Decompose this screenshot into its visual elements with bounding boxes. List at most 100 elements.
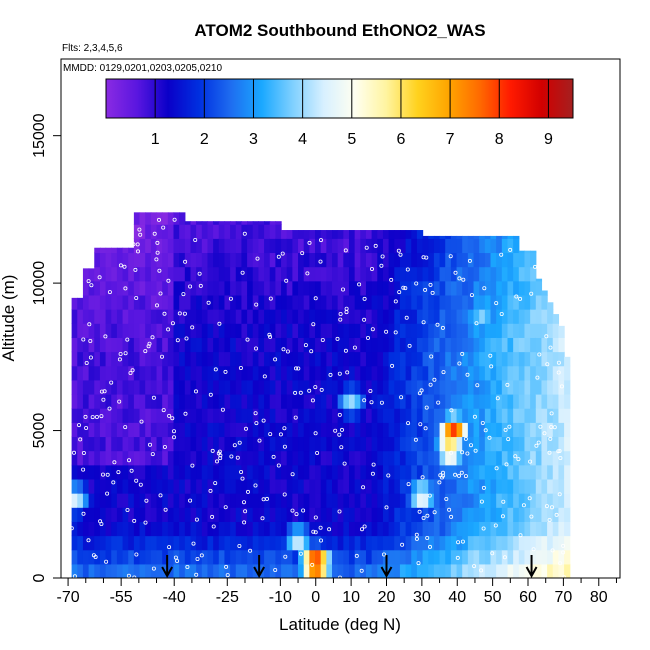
heatmap-cell	[428, 464, 435, 480]
heatmap-cell	[558, 521, 565, 537]
heatmap-cell	[207, 238, 214, 254]
heatmap-cell	[473, 408, 480, 423]
heatmap-cell	[218, 365, 226, 381]
sample-marker	[313, 385, 318, 390]
heatmap-cell	[422, 478, 429, 494]
heatmap-cell	[552, 408, 560, 423]
heatmap-cell	[439, 493, 446, 508]
heatmap-cell	[275, 294, 282, 310]
sample-marker	[177, 311, 182, 316]
heatmap-cell	[264, 535, 271, 551]
heatmap-cell	[88, 493, 95, 508]
sample-marker	[444, 496, 449, 501]
sample-marker	[558, 561, 563, 566]
heatmap-cell	[190, 221, 197, 225]
heatmap-cell	[315, 309, 322, 324]
heatmap-cell	[433, 280, 441, 296]
heatmap-cell	[422, 408, 429, 423]
heatmap-cell	[439, 521, 446, 537]
y-tick-label: 5000	[31, 413, 48, 449]
heatmap-cell	[88, 563, 95, 578]
heatmap-cell	[264, 436, 271, 452]
heatmap-cell	[275, 252, 282, 268]
heatmap-cell	[105, 422, 112, 438]
heatmap-cell	[439, 280, 446, 296]
sample-marker	[188, 284, 193, 289]
heatmap-cell	[501, 351, 509, 367]
heatmap-cell	[320, 563, 327, 578]
heatmap-cell	[518, 478, 526, 494]
heatmap-cell	[388, 521, 395, 537]
sample-marker	[354, 553, 359, 558]
heatmap-cell	[484, 280, 492, 296]
heatmap-cell	[354, 379, 361, 395]
sample-marker	[162, 444, 167, 449]
heatmap-cell	[405, 507, 412, 522]
heatmap-cell	[416, 323, 424, 338]
heatmap-cell	[167, 309, 175, 324]
heatmap-cell	[281, 563, 288, 578]
heatmap-cell	[484, 408, 492, 423]
sample-marker	[562, 575, 567, 578]
heatmap-cell	[201, 535, 209, 551]
heatmap-cell	[433, 408, 441, 423]
sample-marker	[399, 395, 404, 400]
heatmap-cell	[354, 252, 361, 268]
heatmap-cell	[179, 436, 186, 452]
heatmap-cell	[139, 563, 146, 578]
heatmap-cell	[71, 297, 78, 310]
sample-marker	[457, 361, 462, 366]
heatmap-cell	[467, 450, 475, 466]
heatmap-cell	[326, 549, 333, 565]
heatmap-cell	[445, 563, 452, 578]
heatmap-cell	[292, 493, 299, 508]
heatmap-cell	[467, 393, 475, 409]
heatmap-cell	[213, 266, 220, 282]
heatmap-cell	[490, 436, 497, 452]
heatmap-cell	[139, 493, 146, 508]
heatmap-cell	[173, 365, 180, 381]
heatmap-cell	[462, 235, 469, 239]
heatmap-cell	[467, 379, 475, 395]
heatmap-cell	[337, 238, 344, 254]
heatmap-cell	[281, 323, 288, 338]
heatmap-cell	[303, 493, 310, 508]
heatmap-cell	[507, 563, 514, 578]
heatmap-cell	[286, 563, 293, 578]
heatmap-cell	[275, 393, 282, 409]
heatmap-cell	[167, 379, 175, 395]
heatmap-cell	[167, 224, 175, 239]
heatmap-cell	[150, 323, 158, 338]
sample-marker	[171, 435, 176, 440]
heatmap-cell	[156, 252, 163, 268]
heatmap-cell	[343, 379, 350, 395]
heatmap-cell	[348, 464, 356, 480]
heatmap-cell	[145, 252, 152, 268]
heatmap-cell	[218, 323, 226, 338]
heatmap-cell	[371, 535, 378, 551]
heatmap-cell	[247, 450, 254, 466]
heatmap-cell	[445, 365, 452, 381]
heatmap-cell	[388, 493, 395, 508]
heatmap-cell	[524, 309, 531, 324]
heatmap-cell	[94, 252, 101, 268]
heatmap-cell	[111, 379, 118, 395]
heatmap-cell	[490, 252, 497, 268]
heatmap-cell	[371, 379, 378, 395]
sample-marker	[101, 397, 106, 402]
heatmap-cell	[382, 450, 390, 466]
heatmap-cell	[162, 450, 169, 466]
sample-marker	[435, 322, 440, 327]
heatmap-cell	[156, 478, 163, 494]
heatmap-cell	[224, 221, 231, 225]
heatmap-cell	[399, 294, 407, 310]
heatmap-cell	[377, 535, 384, 551]
heatmap-cell	[320, 478, 327, 494]
heatmap-cell	[326, 252, 333, 268]
heatmap-cell	[411, 379, 418, 395]
heatmap-cell	[71, 351, 78, 367]
heatmap-cell	[490, 294, 497, 310]
heatmap-cell	[450, 535, 458, 551]
heatmap-cell	[133, 212, 141, 225]
